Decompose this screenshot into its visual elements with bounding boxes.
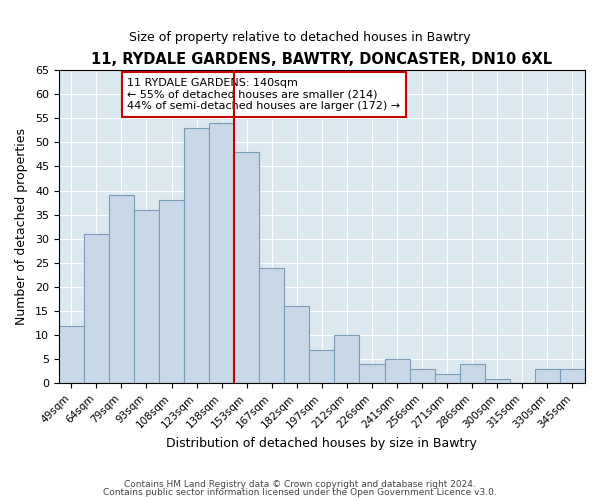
Bar (159, 200, 184, 384)
Text: Contains public sector information licensed under the Open Government Licence v3: Contains public sector information licen… (103, 488, 497, 497)
Title: 11, RYDALE GARDENS, BAWTRY, DONCASTER, DN10 6XL: 11, RYDALE GARDENS, BAWTRY, DONCASTER, D… (91, 52, 553, 68)
Bar (334, 336, 359, 384)
Bar (460, 364, 485, 384)
Bar (259, 268, 284, 384)
Bar (560, 369, 585, 384)
Text: Size of property relative to detached houses in Bawtry: Size of property relative to detached ho… (129, 31, 471, 44)
Bar (59, 326, 84, 384)
Bar (410, 369, 434, 384)
Bar (359, 364, 385, 384)
Bar (134, 210, 159, 384)
Bar (184, 128, 209, 384)
Text: Contains HM Land Registry data © Crown copyright and database right 2024.: Contains HM Land Registry data © Crown c… (124, 480, 476, 489)
X-axis label: Distribution of detached houses by size in Bawtry: Distribution of detached houses by size … (166, 437, 478, 450)
Bar (84, 234, 109, 384)
Bar (209, 123, 234, 384)
Bar (234, 152, 259, 384)
Bar (434, 374, 460, 384)
Y-axis label: Number of detached properties: Number of detached properties (15, 128, 28, 326)
Bar (284, 306, 310, 384)
Bar (385, 360, 410, 384)
Bar (310, 350, 334, 384)
Text: 11 RYDALE GARDENS: 140sqm
← 55% of detached houses are smaller (214)
44% of semi: 11 RYDALE GARDENS: 140sqm ← 55% of detac… (127, 78, 400, 111)
Bar (109, 196, 134, 384)
Bar (485, 378, 510, 384)
Bar (535, 369, 560, 384)
